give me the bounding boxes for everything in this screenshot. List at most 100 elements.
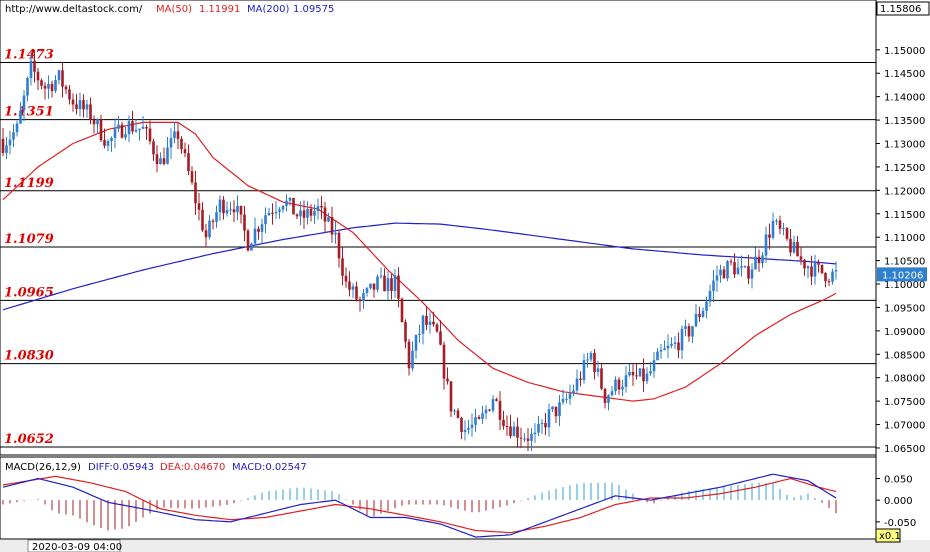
candle-body — [341, 258, 344, 276]
candle-body — [743, 266, 747, 268]
candle-body — [190, 171, 194, 183]
candle-body — [309, 209, 313, 216]
zoom-label[interactable]: x0.1 — [879, 531, 901, 542]
candle-body — [344, 275, 348, 282]
ma200-value: 1.09575 — [293, 4, 334, 15]
candle-body — [785, 228, 789, 239]
candle-body — [12, 132, 15, 140]
candle-body — [827, 281, 831, 283]
candle-body — [8, 139, 12, 146]
candle-body — [260, 224, 264, 232]
candle-body — [810, 266, 813, 277]
candle-body — [533, 432, 537, 435]
price-tick-label: 1.14000 — [884, 93, 925, 104]
candle-body — [369, 283, 372, 289]
candle-body — [813, 262, 817, 277]
candle-body — [600, 368, 603, 389]
candle-body — [425, 315, 428, 325]
macd-diff-label: DIFF:0.05943 — [88, 462, 154, 473]
candle-body — [414, 334, 418, 351]
candle-body — [768, 234, 771, 238]
candle-body — [484, 409, 488, 414]
candle-body — [201, 209, 204, 231]
candle-body — [638, 368, 642, 377]
candle-body — [530, 434, 533, 441]
candle-body — [442, 344, 446, 379]
candle-body — [117, 124, 120, 129]
candle-body — [306, 209, 309, 218]
candle-body — [355, 286, 358, 300]
price-tick-label: 1.07000 — [884, 421, 925, 432]
candle-body — [512, 426, 516, 437]
candle-body — [22, 95, 26, 111]
candle-body — [372, 283, 376, 290]
candle-body — [383, 275, 386, 292]
candle-body — [610, 391, 614, 396]
candle-body — [320, 205, 323, 208]
candle-body — [362, 292, 365, 302]
price-tick-label: 1.10500 — [884, 257, 925, 268]
candle-body — [796, 241, 799, 257]
macd-value-label: MACD:0.02547 — [232, 462, 307, 473]
candle-body — [239, 205, 243, 215]
candle-body — [820, 264, 824, 273]
candle-body — [586, 359, 589, 361]
level-label-7: 1.0652 — [4, 432, 54, 447]
candle-body — [246, 230, 250, 251]
candle-body — [64, 86, 68, 90]
candle-body — [85, 104, 89, 110]
zoom-box[interactable] — [875, 528, 901, 543]
candle-body — [208, 220, 211, 238]
candle-body — [169, 138, 173, 148]
macd-dea-label: DEA:0.04670 — [160, 462, 225, 473]
candle-body — [509, 426, 512, 437]
price-tick-label: 1.08000 — [884, 374, 925, 385]
candle-body — [225, 209, 229, 214]
macd-panel: 0.050 0.000 -0.050 — [2, 473, 916, 538]
macd-dea-line — [2, 475, 837, 534]
candle-body — [99, 119, 103, 141]
candle-body — [733, 262, 736, 275]
candle-body — [120, 124, 124, 138]
candle-body — [358, 299, 362, 302]
candle-body — [519, 437, 523, 439]
candle-body — [582, 360, 586, 380]
candle-body — [750, 269, 754, 279]
price-tick-label: 1.12500 — [884, 163, 925, 174]
candle-body — [253, 228, 257, 244]
price-tick-label: 1.10000 — [884, 280, 925, 291]
candle-body — [782, 228, 785, 230]
candle-body — [572, 390, 575, 394]
candle-body — [232, 209, 236, 213]
level-label-3: 1.1199 — [4, 176, 54, 191]
price-tick-label: 1.13000 — [884, 140, 925, 151]
candle-body — [106, 141, 110, 146]
candle-body — [176, 131, 180, 139]
candle-body — [561, 398, 565, 403]
candle-body — [754, 256, 757, 270]
candle-body — [470, 424, 474, 428]
candle-body — [222, 199, 225, 214]
candle-body — [761, 255, 764, 264]
candle-body — [78, 100, 82, 110]
candle-body — [379, 275, 383, 277]
candle-body — [82, 100, 85, 110]
ma50-line — [2, 121, 837, 402]
candle-body — [691, 326, 694, 337]
candle-body — [390, 278, 393, 291]
candle-body — [488, 409, 491, 411]
candle-body — [453, 410, 456, 412]
candle-body — [148, 128, 152, 142]
candle-body — [565, 398, 568, 400]
candle-body — [134, 129, 138, 132]
price-tick-label: 1.13500 — [884, 116, 925, 127]
candle-body — [159, 158, 162, 165]
candle-body — [215, 212, 218, 222]
candle-body — [792, 241, 796, 253]
ma200-line-group — [2, 222, 837, 311]
candle-body — [635, 375, 638, 377]
candle-body — [817, 262, 820, 265]
candle-body — [449, 381, 453, 412]
candle-body — [211, 220, 215, 222]
candle-body — [281, 205, 285, 210]
